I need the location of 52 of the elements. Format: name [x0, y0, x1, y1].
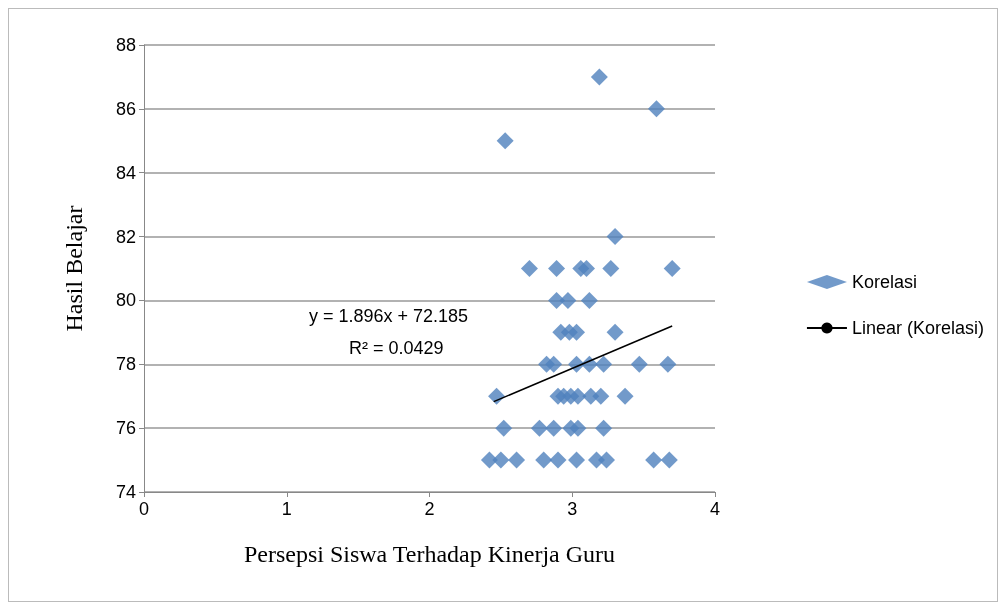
x-tick-label: 0 — [138, 499, 150, 519]
point — [595, 419, 613, 437]
point — [578, 260, 596, 277]
point — [568, 451, 586, 469]
point — [569, 387, 587, 405]
point — [645, 451, 663, 469]
y-axis-title: Hasil Belajar — [61, 205, 87, 332]
point — [568, 323, 586, 341]
point — [549, 451, 567, 469]
x-tick-label: 4 — [709, 499, 721, 519]
point — [590, 68, 608, 86]
point — [535, 451, 553, 469]
x-tick-label: 3 — [567, 499, 578, 519]
point — [595, 355, 613, 373]
point — [520, 260, 538, 277]
y-tick-label: 88 — [115, 35, 136, 55]
annotation: R² = 0.0429 — [349, 338, 444, 358]
annotation: y = 1.896x + 72.185 — [309, 306, 469, 326]
point — [545, 355, 563, 373]
point — [630, 355, 648, 373]
point — [548, 260, 566, 277]
point — [559, 291, 577, 309]
legend-label: Linear (Korelasi) — [851, 318, 985, 338]
y-tick-label: 76 — [115, 418, 136, 439]
y-tick-label: 74 — [115, 482, 136, 502]
point — [545, 419, 563, 437]
y-tick-label: 80 — [115, 290, 136, 311]
point — [495, 419, 513, 437]
y-tick-label: 84 — [115, 162, 136, 183]
point — [530, 419, 548, 437]
point — [663, 260, 681, 277]
point — [569, 419, 587, 437]
point — [606, 323, 624, 341]
point — [592, 387, 610, 405]
x-tick-label: 2 — [424, 499, 435, 519]
point — [647, 100, 665, 118]
legend-label: Korelasi — [851, 272, 917, 292]
y-tick-label: 78 — [115, 354, 136, 375]
x-tick-label: 1 — [281, 499, 292, 519]
point — [598, 451, 616, 469]
point — [492, 451, 510, 469]
point — [580, 291, 598, 309]
point — [602, 260, 620, 277]
x-axis-title: Persepsi Siswa Terhadap Kinerja Guru — [243, 541, 616, 567]
y-tick-label: 86 — [115, 98, 136, 119]
point — [660, 451, 678, 469]
y-tick-label: 82 — [115, 226, 136, 247]
point — [508, 451, 526, 469]
point — [496, 132, 514, 150]
point — [616, 387, 634, 405]
point — [606, 228, 624, 246]
point — [659, 355, 677, 373]
